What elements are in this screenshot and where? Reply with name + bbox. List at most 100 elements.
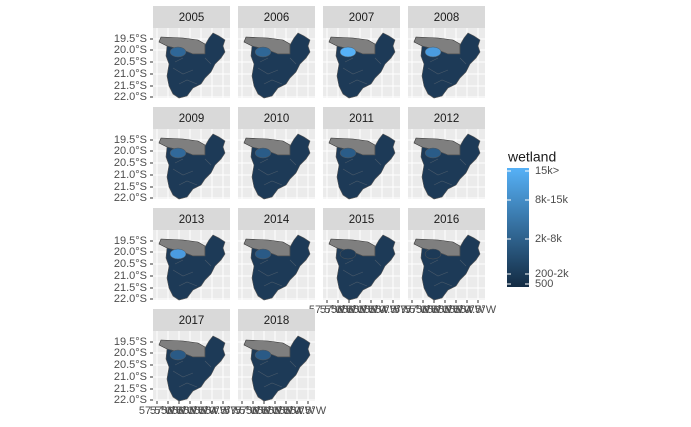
region-main [165, 335, 226, 402]
strip-label: 2011 [349, 113, 374, 125]
x-tick-label: 57.0°W [405, 304, 442, 316]
x-tick-label: 55.5°W [353, 304, 390, 316]
x-tick-label: 55.5°W [183, 405, 220, 417]
strip-bg [153, 6, 230, 28]
y-tick-label: 20.5°S [114, 359, 147, 371]
strip: 2016 [408, 208, 485, 230]
facet: 2009 19.5°S20.0°S20.5°S21.0°S21.5°S22.0°S [114, 107, 230, 204]
region-main [250, 32, 311, 99]
region-main [250, 133, 311, 200]
region-border [257, 57, 297, 85]
x-tick-label: 55.0°W [194, 405, 231, 417]
y-tick-label: 20.5°S [114, 258, 147, 270]
legend-label: 8k-15k [535, 194, 569, 206]
strip-label: 2010 [264, 113, 290, 125]
y-tick-label: 22.0°S [114, 91, 147, 103]
region-border [427, 158, 467, 186]
y-tick-label: 20.0°S [114, 44, 147, 56]
strip-bg [153, 208, 230, 230]
facet: 2011 [323, 107, 400, 200]
strip: 2008 [408, 6, 485, 28]
wetland-area [339, 248, 357, 260]
wetland-area [424, 147, 442, 159]
strip: 2009 [153, 107, 230, 129]
strip-label: 2014 [264, 214, 290, 226]
region-main [420, 234, 481, 301]
panel: 19.5°S20.0°S20.5°S21.0°S21.5°S22.0°S57.5… [114, 331, 242, 417]
strip-bg [238, 6, 315, 28]
y-tick-label: 21.5°S [114, 80, 147, 92]
wetland-area [254, 349, 272, 361]
strip-bg [238, 107, 315, 129]
x-tick-label: 56.5°W [416, 304, 453, 316]
strip-label: 2018 [264, 315, 290, 327]
x-tick-label: 57.5°W [139, 405, 176, 417]
x-tick-label: 55.0°W [364, 304, 401, 316]
region-border [342, 57, 382, 85]
region-main [335, 133, 396, 200]
x-tick-label: 57.0°W [235, 405, 272, 417]
y-tick-label: 21.0°S [114, 169, 147, 181]
region-main [250, 234, 311, 301]
x-tick-label: 55.5°W [268, 405, 305, 417]
y-tick-label: 21.0°S [114, 270, 147, 282]
strip: 2014 [238, 208, 315, 230]
region-border [172, 57, 212, 85]
y-tick-label: 21.0°S [114, 68, 147, 80]
y-tick-label: 21.5°S [114, 181, 147, 193]
y-tick-label: 19.5°S [114, 33, 147, 45]
facet: 2017 19.5°S20.0°S20.5°S21.0°S21.5°S22.0°S… [114, 309, 242, 417]
strip-bg [153, 107, 230, 129]
strip: 2018 [238, 309, 315, 331]
region-main [165, 32, 226, 99]
y-tick-label: 21.0°S [114, 371, 147, 383]
legend-label: 2k-8k [535, 233, 562, 245]
wetland-area [169, 147, 187, 159]
legend-label: 500 [535, 278, 553, 290]
strip-label: 2006 [264, 12, 290, 24]
x-tick-label: 54.5°W [290, 405, 327, 417]
legend-label: 200-2k [535, 268, 569, 280]
x-tick-label: 55.5°W [438, 304, 475, 316]
wetland-area [169, 349, 187, 361]
panel [238, 129, 315, 200]
y-tick-label: 20.0°S [114, 347, 147, 359]
y-tick-label: 20.0°S [114, 246, 147, 258]
strip: 2013 [153, 208, 230, 230]
panel [323, 129, 400, 200]
y-tick-label: 22.0°S [114, 192, 147, 204]
x-tick-label: 56.5°W [161, 405, 198, 417]
facet: 2018 57.5°W57.0°W56.5°W56.0°W55.5°W55.0°W… [224, 309, 327, 417]
strip: 2005 [153, 6, 230, 28]
y-tick-label: 22.0°S [114, 293, 147, 305]
y-tick-label: 21.5°S [114, 282, 147, 294]
wetland-area [254, 147, 272, 159]
strip-bg [408, 107, 485, 129]
wetland-area [169, 248, 187, 260]
facet: 2012 [408, 107, 485, 200]
x-tick-label: 56.5°W [246, 405, 283, 417]
panel: 57.5°W57.0°W56.5°W56.0°W55.5°W55.0°W54.5… [394, 230, 497, 316]
facet: 2005 19.5°S20.0°S20.5°S21.0°S21.5°S22.0°S [114, 6, 230, 103]
region-border [172, 360, 212, 388]
x-tick-label: 54.5°W [460, 304, 497, 316]
y-tick-label: 20.0°S [114, 145, 147, 157]
x-tick-label: 57.0°W [320, 304, 357, 316]
strip-bg [323, 107, 400, 129]
x-tick-label: 57.5°W [309, 304, 346, 316]
facet: 2015 57.5°W57.0°W56.5°W56.0°W55.5°W55.0°W… [309, 208, 412, 316]
colorbar [507, 168, 529, 287]
panel: 19.5°S20.0°S20.5°S21.0°S21.5°S22.0°S [114, 230, 230, 305]
panel: 19.5°S20.0°S20.5°S21.0°S21.5°S22.0°S [114, 28, 230, 103]
x-tick-label: 55.0°W [279, 405, 316, 417]
x-tick-label: 54.5°W [375, 304, 412, 316]
strip-label: 2005 [179, 12, 205, 24]
strip: 2017 [153, 309, 230, 331]
y-tick-label: 22.0°S [114, 394, 147, 406]
x-tick-label: 57.0°W [150, 405, 187, 417]
wetland-area [339, 46, 357, 58]
region-border [342, 259, 382, 287]
strip-label: 2012 [434, 113, 460, 125]
region-border [257, 360, 297, 388]
